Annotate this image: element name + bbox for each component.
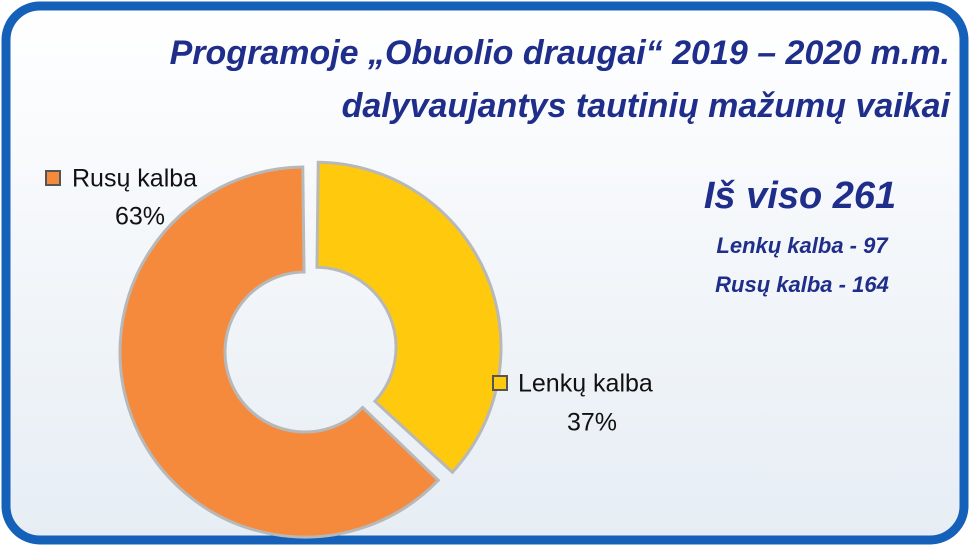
annotation: Rusų kalba - 164 xyxy=(715,272,889,297)
chart-title: dalyvaujantys tautinių mažumų vaikai xyxy=(342,87,952,125)
value-label: 37% xyxy=(567,409,617,437)
donut-segment xyxy=(315,160,503,475)
category-label: Rusų kalba xyxy=(72,165,197,193)
annotation: Lenkų kalba - 97 xyxy=(716,233,889,258)
chart-title: Programoje „Obuolio draugai“ 2019 – 2020… xyxy=(170,34,950,72)
legend-marker xyxy=(45,170,61,186)
legend-marker xyxy=(492,375,508,391)
category-label: Lenkų kalba xyxy=(518,370,653,398)
value-label: 63% xyxy=(115,203,165,231)
total-annotation: Iš viso 261 xyxy=(704,175,896,217)
donut-segment xyxy=(118,165,441,539)
